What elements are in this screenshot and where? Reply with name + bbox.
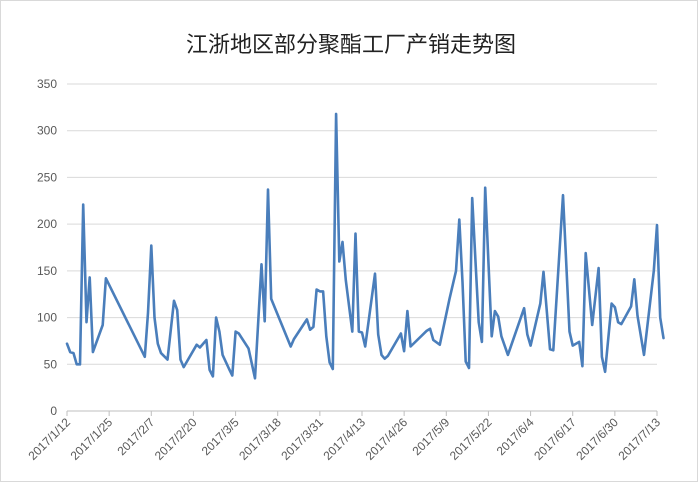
x-tick-label: 2017/5/22 bbox=[447, 415, 495, 463]
y-tick-label: 0 bbox=[50, 404, 57, 418]
x-tick-label: 2017/6/30 bbox=[573, 415, 621, 463]
x-tick-label: 2017/3/5 bbox=[199, 415, 242, 458]
x-tick-label: 2017/1/12 bbox=[25, 415, 73, 463]
x-tick-label: 2017/3/31 bbox=[278, 415, 326, 463]
y-tick-label: 150 bbox=[37, 264, 57, 278]
y-axis: 0 50 100 150 200 250 300 350 bbox=[37, 77, 57, 418]
x-tick-label: 2017/2/20 bbox=[152, 415, 200, 463]
x-tick-label: 2017/6/17 bbox=[531, 415, 579, 463]
y-tick-label: 50 bbox=[44, 357, 58, 371]
y-tick-label: 300 bbox=[37, 124, 57, 138]
gridlines bbox=[67, 83, 657, 412]
series-layer bbox=[65, 112, 665, 380]
x-tick-label: 2017/2/7 bbox=[114, 415, 157, 458]
x-tick-label: 2017/5/9 bbox=[409, 415, 452, 458]
x-tick-label: 2017/4/13 bbox=[320, 415, 368, 463]
y-tick-label: 100 bbox=[37, 311, 57, 325]
y-tick-label: 350 bbox=[37, 77, 57, 91]
x-tick-label: 2017/3/18 bbox=[236, 415, 284, 463]
x-tick-label: 2017/1/25 bbox=[68, 415, 116, 463]
x-tick-label: 2017/4/26 bbox=[363, 415, 411, 463]
x-tick-label: 2017/7/13 bbox=[615, 415, 663, 463]
y-tick-label: 200 bbox=[37, 217, 57, 231]
y-tick-label: 250 bbox=[37, 170, 57, 184]
series-line bbox=[65, 112, 665, 380]
chart-title: 江浙地区部分聚酯工厂产销走势图 bbox=[185, 33, 516, 58]
x-tick-label: 2017/6/4 bbox=[494, 415, 537, 458]
